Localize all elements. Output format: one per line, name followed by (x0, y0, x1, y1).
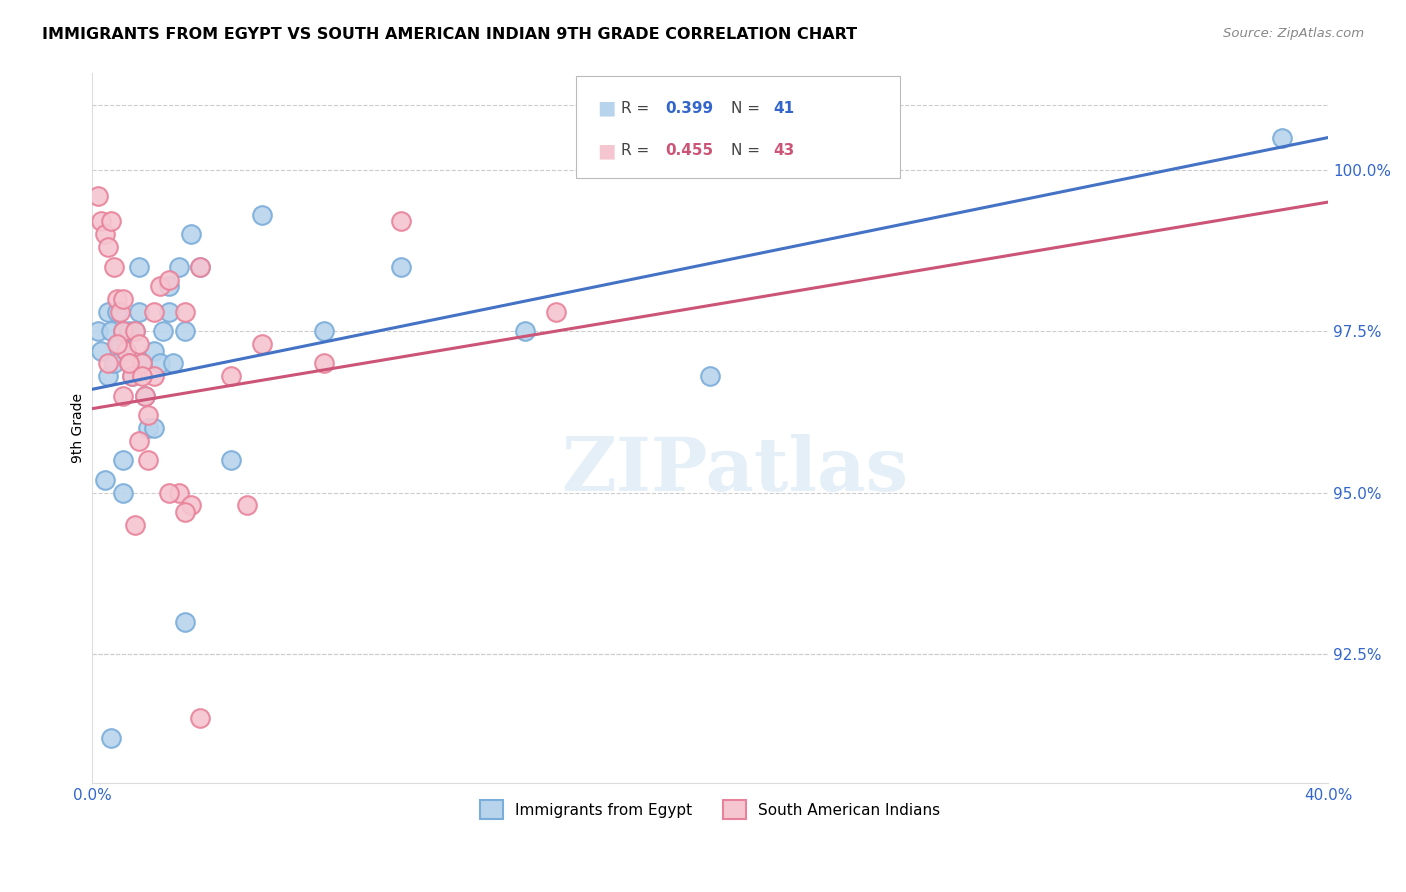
Point (219, 453, 242, 467)
Point (112, 453, 135, 467)
Point (250, 337, 273, 351)
Point (136, 453, 159, 467)
Point (115, 343, 138, 358)
Point (118, 356, 141, 370)
Point (97, 356, 120, 370)
Point (173, 505, 195, 519)
Point (100, 324, 122, 338)
Point (105, 292, 128, 306)
Point (188, 260, 211, 274)
Point (124, 324, 146, 338)
Point (235, 499, 257, 513)
Point (180, 499, 202, 513)
Point (250, 208, 273, 222)
Point (112, 292, 135, 306)
Point (389, 260, 412, 274)
Point (134, 389, 156, 403)
Text: R =: R = (621, 143, 655, 158)
Point (149, 356, 172, 370)
Point (112, 485, 135, 500)
Point (513, 324, 536, 338)
Point (87, 188, 110, 202)
Point (389, 214, 412, 228)
Point (124, 517, 146, 532)
Point (159, 279, 181, 293)
Text: R =: R = (621, 101, 655, 116)
Point (112, 324, 135, 338)
Point (188, 711, 211, 725)
Point (173, 324, 195, 338)
Point (167, 485, 190, 500)
Point (121, 369, 143, 384)
Point (128, 337, 150, 351)
Point (128, 260, 150, 274)
Point (90, 214, 112, 228)
Point (118, 356, 141, 370)
Point (143, 421, 166, 435)
Point (97, 305, 120, 319)
Point (97, 369, 120, 384)
Point (136, 408, 159, 422)
Text: 43: 43 (773, 143, 794, 158)
Point (115, 343, 138, 358)
Point (108, 305, 131, 319)
Point (159, 305, 181, 319)
Point (134, 389, 156, 403)
Text: N =: N = (731, 101, 765, 116)
Point (219, 369, 242, 384)
Text: 41: 41 (773, 101, 794, 116)
Point (149, 279, 172, 293)
Point (100, 731, 122, 745)
Legend: Immigrants from Egypt, South American Indians: Immigrants from Egypt, South American In… (474, 794, 946, 825)
Point (159, 485, 181, 500)
Point (112, 324, 135, 338)
Point (159, 272, 181, 286)
Point (173, 305, 195, 319)
Point (128, 434, 150, 448)
Point (143, 343, 166, 358)
Point (105, 337, 128, 351)
Point (312, 324, 335, 338)
Point (93, 227, 115, 242)
Point (108, 337, 131, 351)
Text: ZIPatlas: ZIPatlas (561, 434, 908, 508)
Point (118, 324, 141, 338)
Y-axis label: 9th Grade: 9th Grade (72, 393, 86, 463)
Point (121, 369, 143, 384)
Point (162, 356, 184, 370)
Text: ■: ■ (598, 99, 616, 118)
Text: Source: ZipAtlas.com: Source: ZipAtlas.com (1223, 27, 1364, 40)
Text: 0.399: 0.399 (665, 101, 713, 116)
Point (105, 305, 128, 319)
Point (312, 356, 335, 370)
Point (100, 214, 122, 228)
Text: N =: N = (731, 143, 765, 158)
Point (93, 473, 115, 487)
Point (1271, 130, 1294, 145)
Point (173, 615, 195, 629)
Point (188, 260, 211, 274)
Point (97, 240, 120, 254)
Point (112, 389, 135, 403)
Point (103, 356, 125, 370)
Text: 0.455: 0.455 (665, 143, 713, 158)
Point (544, 305, 567, 319)
Point (143, 305, 166, 319)
Point (128, 305, 150, 319)
Point (103, 260, 125, 274)
Point (87, 324, 110, 338)
Point (131, 356, 153, 370)
Point (167, 260, 190, 274)
Point (131, 356, 153, 370)
Point (180, 227, 202, 242)
Point (143, 369, 166, 384)
Point (152, 324, 174, 338)
Point (699, 369, 721, 384)
Point (131, 369, 153, 384)
Point (124, 324, 146, 338)
Text: ■: ■ (598, 141, 616, 160)
Text: IMMIGRANTS FROM EGYPT VS SOUTH AMERICAN INDIAN 9TH GRADE CORRELATION CHART: IMMIGRANTS FROM EGYPT VS SOUTH AMERICAN … (42, 27, 858, 42)
Point (90, 343, 112, 358)
Point (136, 421, 159, 435)
